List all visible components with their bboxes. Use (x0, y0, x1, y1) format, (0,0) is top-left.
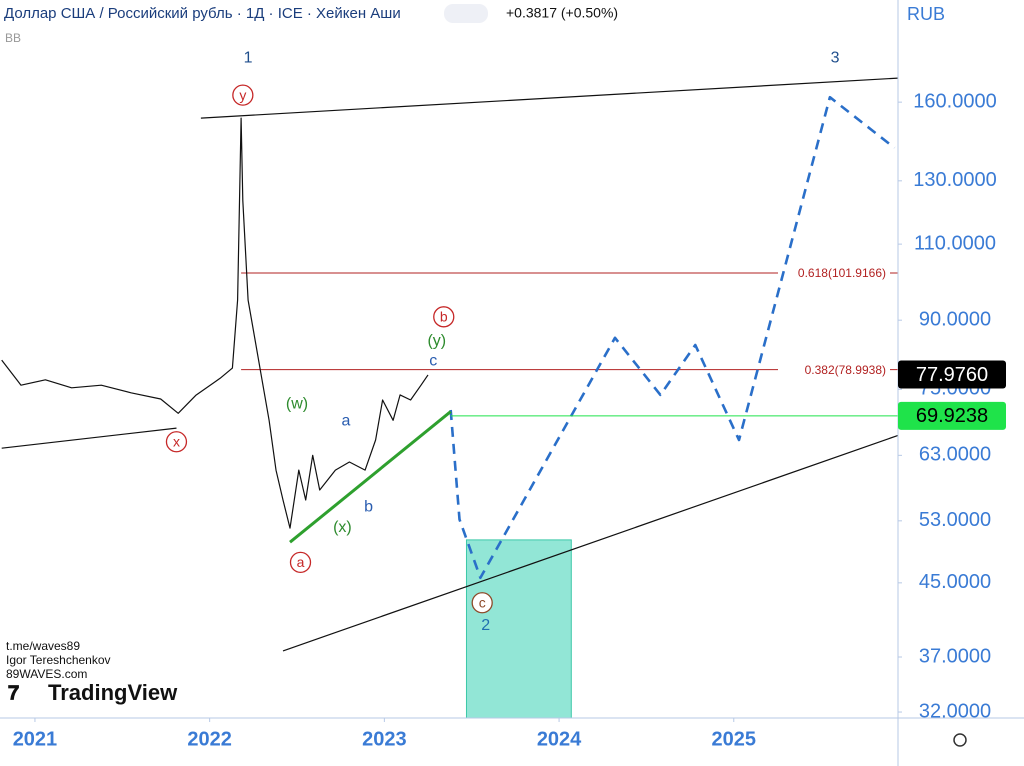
wave-circle (289, 551, 312, 574)
badge (444, 4, 488, 23)
wave-label: (w) (286, 395, 308, 412)
wave-label: y (239, 87, 246, 103)
wave-label: (y) (427, 332, 446, 349)
watermark-line: Igor Tereshchenkov (6, 653, 111, 667)
wave-circle (433, 306, 455, 328)
watermark-logo: 𝟕 (8, 682, 19, 704)
wave-label: c (479, 594, 486, 610)
y-tick-label: 63.0000 (919, 444, 991, 466)
y-tick-label: 45.0000 (919, 571, 991, 593)
price-tag-label: 77.9760 (916, 364, 988, 386)
watermark-line: t.me/waves89 (6, 639, 80, 653)
y-tick-label: 160.0000 (913, 90, 996, 112)
trend-line (282, 434, 899, 652)
price-line (1, 117, 429, 529)
wave-label: 3 (831, 49, 840, 66)
y-tick-label: 130.0000 (913, 169, 996, 191)
wave-label: a (341, 413, 350, 430)
y-tick-label: 32.0000 (919, 700, 991, 722)
wave-circle (165, 431, 188, 453)
wave-label: 2 (481, 617, 490, 634)
wave-projection (449, 95, 896, 580)
watermark-line: 89WAVES.com (6, 667, 87, 681)
wave-label: 1 (244, 49, 253, 66)
currency: RUB (907, 4, 945, 24)
header-change: +0.3817 (+0.50%) (506, 5, 618, 21)
price-tag-label: 69.9238 (916, 405, 988, 427)
wave-label: (x) (333, 519, 352, 536)
trend-line (289, 410, 452, 544)
header-title: Доллар США / Российский рубль · 1Д · ICE… (4, 5, 401, 22)
x-tick-label: 2022 (187, 728, 232, 750)
x-tick-label: 2025 (712, 728, 757, 750)
price-tag (898, 401, 1006, 430)
trend-line (1, 427, 177, 449)
plot-area: 0.618(101.9166) 0.382(78.9938) 1 3 2 y x a b c (w)… (1, 49, 899, 719)
y-tick-label: 110.0000 (914, 232, 996, 254)
wave-label: x (173, 433, 180, 449)
y-tick-label: 37.0000 (919, 645, 991, 667)
wave-circle (232, 84, 254, 106)
price-tag (898, 360, 1006, 389)
wave-label: b (364, 498, 373, 515)
settings-icon[interactable] (953, 733, 967, 747)
level-label-bg (778, 361, 890, 378)
wave-label: b (440, 309, 448, 325)
trend-line (200, 77, 899, 119)
wave-label: a (297, 554, 305, 570)
wave-label: c (429, 352, 437, 369)
zone (465, 539, 572, 719)
x-tick-label: 2024 (537, 728, 582, 750)
level-label-bg (778, 265, 890, 282)
indicator: BB (5, 31, 21, 45)
x-tick-label: 2021 (13, 728, 58, 750)
level-label: 0.382(78.9938) (805, 363, 886, 377)
level-label: 0.618(101.9166) (798, 266, 886, 280)
x-tick-label: 2023 (362, 728, 407, 750)
wave-circle (471, 592, 493, 614)
y-tick-label: 53.0000 (919, 509, 991, 531)
watermark-brand: TradingView (48, 680, 178, 705)
y-tick-label: 90.0000 (919, 308, 991, 330)
